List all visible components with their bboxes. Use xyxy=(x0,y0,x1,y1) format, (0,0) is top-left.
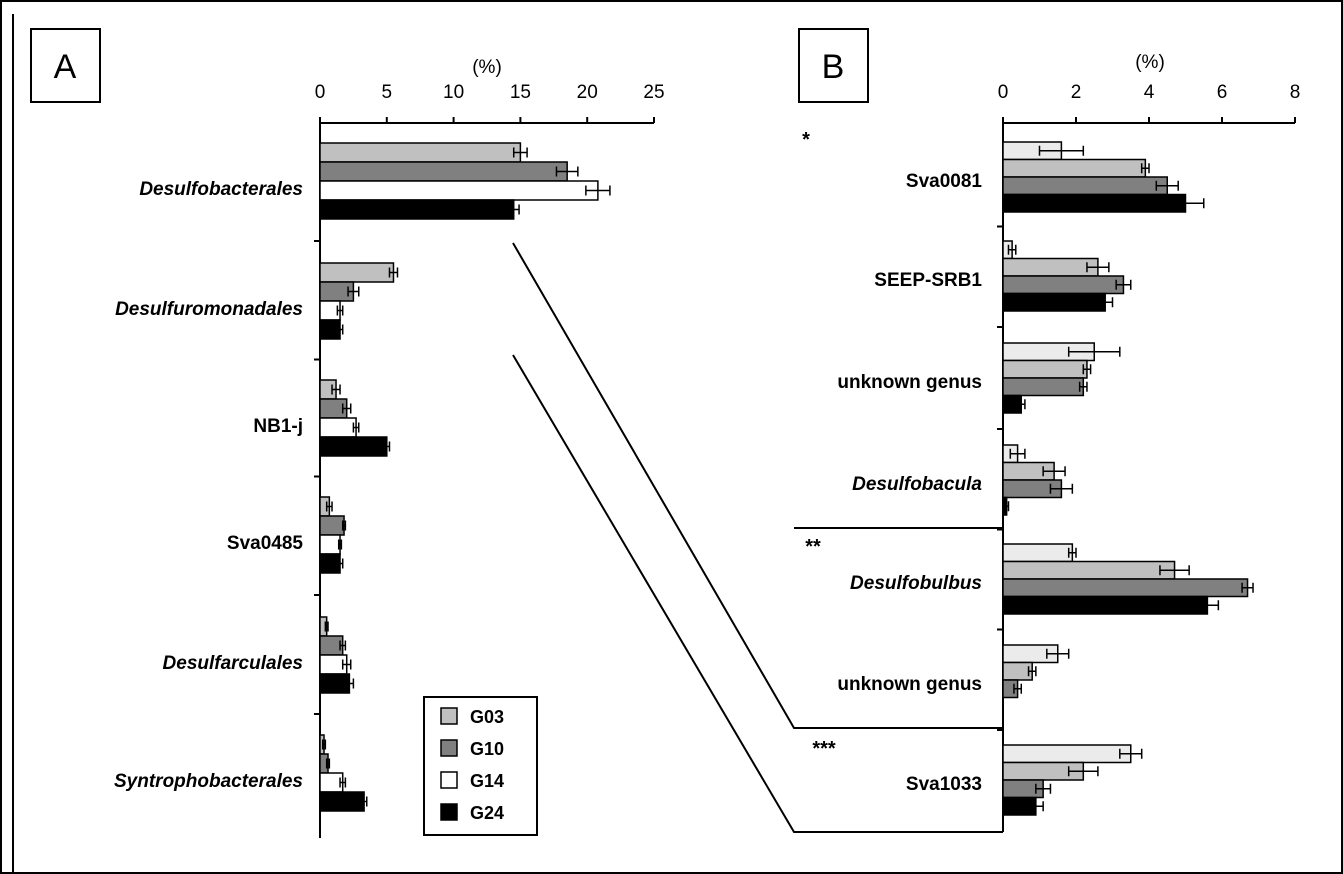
panel-a-category-label-sva0485-3: Sva0485 xyxy=(227,533,304,554)
legend-label-g24: G24 xyxy=(470,803,504,823)
panel-a-bar-desulfuromonadales-1-s0 xyxy=(319,262,395,283)
panel-a-bar-desulfobacterales-0-s2 xyxy=(319,180,599,201)
panel-a-category-label-syntrophobacterales-5: Syntrophobacterales xyxy=(114,771,303,792)
significance-mark-group-1: * xyxy=(802,129,810,151)
panel-b-x-tick-label-0: 0 xyxy=(998,82,1009,103)
panel-b-label-box xyxy=(798,28,869,103)
panel-b-bar-seep-srb1-1-s1 xyxy=(1002,257,1099,277)
panel-b-x-tick-label-8: 8 xyxy=(1290,82,1301,103)
panel-b-category-label-unknown-genus-5: unknown genus xyxy=(837,674,982,695)
panel-b-category-label-sva0081-0: Sva0081 xyxy=(906,171,983,192)
panel-a-x-tick-label-5: 5 xyxy=(382,82,393,103)
panel-b-x-tick-label-2: 2 xyxy=(1071,82,1082,103)
panel-a-category-label-nb1-j-2: NB1-j xyxy=(253,416,303,437)
legend-swatch-g14 xyxy=(440,771,458,789)
connector-line-lower xyxy=(512,354,1003,833)
panel-a-unit-label: (%) xyxy=(472,57,502,78)
panel-a-x-tick-label-10: 10 xyxy=(443,82,464,103)
panel-b-category-label-desulfobulbus-4: Desulfobulbus xyxy=(850,573,982,594)
panel-a-bar-nb1-j-2-s3 xyxy=(319,436,388,457)
panel-b-bar-sva0081-0-s3 xyxy=(1002,193,1187,213)
panel-b-bar-seep-srb1-1-s2 xyxy=(1002,275,1125,295)
legend: G03 G10 G14 G24 xyxy=(423,696,538,836)
panel-a-x-tick-label-25: 25 xyxy=(643,82,664,103)
panel-b-bar-desulfobulbus-4-s3 xyxy=(1002,595,1209,615)
panel-b-label: B xyxy=(822,48,845,86)
panel-b-unit-label: (%) xyxy=(1135,52,1165,73)
panel-a-category-label-desulfobacterales-0: Desulfobacterales xyxy=(139,179,303,200)
legend-swatch-g03 xyxy=(440,707,458,725)
significance-mark-group-2: ** xyxy=(805,536,821,558)
panel-a-label-box xyxy=(30,28,101,103)
connector-line-upper xyxy=(512,242,1003,729)
panel-a-x-tick-label-15: 15 xyxy=(510,82,531,103)
panel-b-category-label-sva1033-6: Sva1033 xyxy=(906,774,982,795)
panel-a-category-label-desulfarculales-4: Desulfarculales xyxy=(163,653,303,674)
panel-b-category-label-desulfobacula-3: Desulfobacula xyxy=(852,474,982,495)
panel-a-label: A xyxy=(54,48,77,86)
panel-a-bar-nb1-j-2-s2 xyxy=(319,417,357,438)
panel-b-bar-desulfobulbus-4-s2 xyxy=(1002,578,1249,598)
legend-label-g03: G03 xyxy=(470,707,504,727)
panel-b-x-tick-label-6: 6 xyxy=(1217,82,1228,103)
panel-a-bar-desulfobacterales-0-s0 xyxy=(319,142,522,163)
panel-a-bar-syntrophobacterales-5-s3 xyxy=(319,791,365,812)
legend-swatch-g10 xyxy=(440,739,458,757)
panel-b-bar-sva1033-6-s0 xyxy=(1002,744,1132,764)
panel-b-chart: 0 2 4 6 8 Sva0081 SEEP-SRB1 unknown genus Desulf… xyxy=(837,82,1300,832)
panel-a-bar-desulfobacterales-0-s1 xyxy=(319,161,568,182)
panel-a-x-tick-label-0: 0 xyxy=(315,82,326,103)
panel-b-category-label-unknown-genus-2: unknown genus xyxy=(837,372,982,393)
panel-a-x-tick-label-20: 20 xyxy=(577,82,598,103)
panel-b-category-label-seep-srb1-1: SEEP-SRB1 xyxy=(874,270,982,291)
panel-b-bar-desulfobulbus-4-s0 xyxy=(1002,543,1074,563)
panel-a-category-label-desulfuromonadales-1: Desulfuromonadales xyxy=(115,299,303,320)
legend-swatch-g24 xyxy=(440,803,458,821)
legend-label-g10: G10 xyxy=(470,739,504,759)
panel-a-bar-desulfobacterales-0-s3 xyxy=(319,199,515,220)
legend-label-g14: G14 xyxy=(470,771,504,791)
panel-b-bar-unknown-genus-2-s1 xyxy=(1002,359,1088,379)
significance-mark-group-3: *** xyxy=(812,738,836,760)
panel-b-bar-sva0081-0-s1 xyxy=(1002,158,1147,178)
panel-a-bar-sva0485-3-s2 xyxy=(319,534,341,555)
panel-b-bar-sva0081-0-s2 xyxy=(1002,176,1168,196)
panel-b-bar-desulfobulbus-4-s1 xyxy=(1002,560,1176,580)
panel-b-bar-seep-srb1-1-s3 xyxy=(1002,292,1106,312)
panel-a-bar-sva0485-3-s1 xyxy=(319,515,345,536)
panel-b-bar-unknown-genus-2-s2 xyxy=(1002,377,1085,397)
panel-a-chart: 0 5 10 15 20 25 Desulfobacterales Desulfuromona… xyxy=(114,82,665,838)
panel-b-x-tick-label-4: 4 xyxy=(1144,82,1155,103)
